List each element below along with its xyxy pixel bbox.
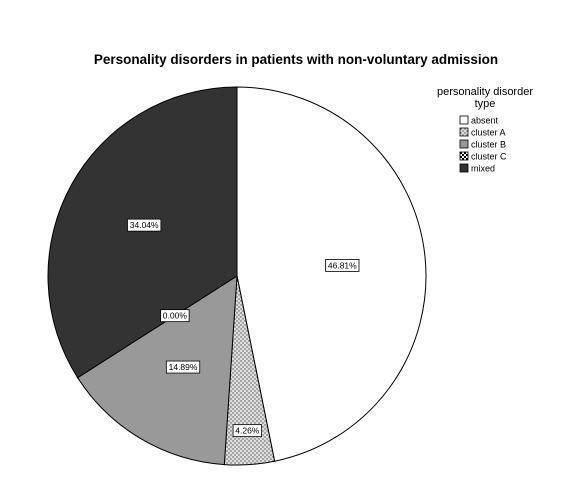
data-label-cluster-a: 4.26% [232, 424, 262, 438]
data-label-absent: 46.81% [325, 259, 360, 272]
legend-swatch-cluster-b [459, 139, 469, 149]
data-label-box-cluster-a [232, 424, 262, 438]
pie-slices [47, 86, 427, 466]
legend-label-absent: absent [471, 116, 499, 126]
pie-slice-cluster-b [76, 275, 238, 466]
legend-label-mixed: mixed [471, 164, 495, 174]
data-label-text-cluster-c: 0.00% [163, 311, 188, 321]
legend-title-line-1: personality disorder [437, 86, 533, 98]
data-label-box-absent [325, 259, 360, 272]
data-label-box-mixed [127, 218, 162, 232]
legend-swatch-cluster-a [459, 127, 469, 137]
legend-label-cluster-b: cluster B [471, 140, 506, 150]
data-label-cluster-c: 0.00% [160, 309, 190, 323]
legend-swatch-mixed [459, 163, 469, 173]
data-label-cluster-b: 14.89% [165, 360, 201, 374]
data-label-mixed: 34.04% [127, 218, 162, 232]
data-label-text-cluster-a: 4.26% [235, 426, 260, 436]
legend-swatch-absent [459, 115, 469, 125]
legend-title-line-2: type [475, 98, 496, 110]
data-label-text-absent: 46.81% [328, 260, 357, 270]
legend-items: absent cluster A cluster B cluster C mixed [459, 115, 507, 174]
legend-label-cluster-a: cluster A [471, 128, 506, 138]
data-label-text-cluster-b: 14.89% [169, 362, 198, 372]
data-label-box-cluster-b [165, 360, 201, 374]
legend-swatch-cluster-c [459, 151, 469, 161]
data-label-text-mixed: 34.04% [130, 220, 159, 230]
pie-slice-absent [236, 86, 427, 462]
legend-label-cluster-c: cluster C [471, 152, 507, 162]
legend: personality disorder type absent cluster … [437, 86, 533, 174]
pie-slice-mixed [47, 86, 238, 379]
chart-title: Personality disorders in patients with n… [94, 52, 498, 67]
pie-data-labels: 46.81% 4.26% 14.89% 0.00% 34.04% [127, 218, 360, 438]
data-label-box-cluster-c [160, 309, 190, 323]
